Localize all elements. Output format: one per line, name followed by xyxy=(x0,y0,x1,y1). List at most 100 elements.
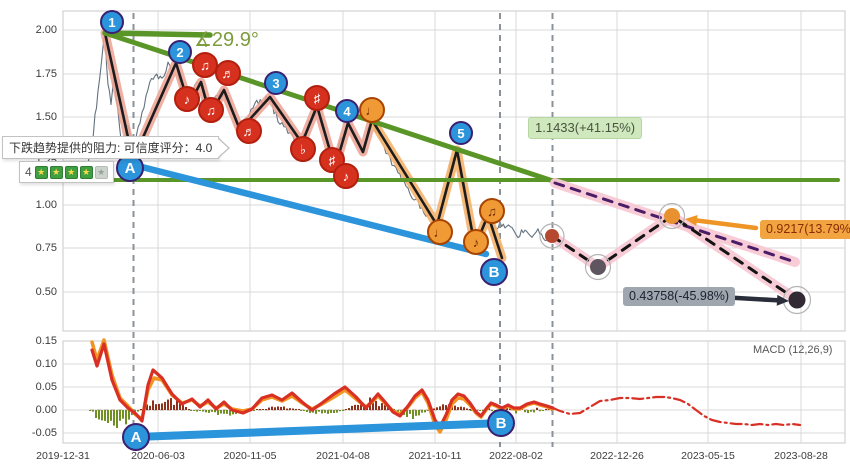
signal-note-marker-red[interactable]: ♯ xyxy=(304,85,330,111)
mid-target-label[interactable]: 0.9217(13.79%) xyxy=(760,220,850,239)
signal-note-marker-orange[interactable]: ♪ xyxy=(463,229,489,255)
forecast-dot[interactable] xyxy=(664,208,680,224)
forecast-dot[interactable] xyxy=(788,291,806,309)
macd-histogram-bar xyxy=(286,408,288,410)
macd-histogram-bar xyxy=(277,406,279,410)
macd-histogram-bar xyxy=(539,410,541,412)
macd-histogram-bar xyxy=(89,410,91,411)
macd-histogram-bar xyxy=(164,401,166,410)
wave-number-marker-4[interactable]: 4 xyxy=(335,99,359,123)
macd-histogram-bar xyxy=(146,404,148,410)
macd-histogram-bar xyxy=(116,410,118,428)
macd-histogram-bar xyxy=(533,410,535,413)
macd-histogram-bar xyxy=(113,410,115,426)
macd-histogram-bar xyxy=(193,410,195,411)
macd-histogram-bar xyxy=(479,410,481,411)
macd-histogram-bar xyxy=(98,410,100,420)
axis-tick-label: 0.10 xyxy=(35,358,57,370)
signal-note-marker-orange[interactable]: ♩ xyxy=(359,97,385,123)
macd-indicator-title[interactable]: MACD (12,26,9) xyxy=(753,344,833,356)
macd-letter-marker-a[interactable]: A xyxy=(122,423,150,451)
axis-tick-label: 0.50 xyxy=(35,286,57,298)
macd-histogram-bar xyxy=(542,410,544,412)
forecast-dot[interactable] xyxy=(545,229,559,243)
macd-histogram-bar xyxy=(378,406,380,410)
signal-note-marker-red[interactable]: ♫ xyxy=(192,52,218,78)
wave-number-marker-2[interactable]: 2 xyxy=(168,40,192,64)
macd-histogram-bar xyxy=(397,410,399,412)
macd-histogram-bar xyxy=(167,399,169,410)
star-icon: ★ xyxy=(34,165,48,179)
macd-histogram-bar xyxy=(466,408,468,410)
signal-note-marker-red[interactable]: ♫ xyxy=(198,97,224,123)
signal-note-marker-orange[interactable]: ♫ xyxy=(479,198,505,224)
blue-trendline-main[interactable] xyxy=(126,160,490,258)
signal-note-marker-orange[interactable]: ♩ xyxy=(427,219,453,245)
signal-note-marker-red[interactable]: ♬ xyxy=(236,118,262,144)
macd-histogram-bar xyxy=(381,403,383,410)
macd-forecast-line xyxy=(551,395,802,427)
forecast-black-dashed[interactable] xyxy=(550,214,799,302)
wave-letter-marker-b[interactable]: B xyxy=(480,258,508,286)
macd-histogram-bar xyxy=(415,410,417,416)
axis-tick-label: 2.00 xyxy=(35,24,57,36)
forecast-dot-ring xyxy=(539,223,565,249)
macd-histogram-bar xyxy=(214,410,216,413)
macd-histogram-bar xyxy=(271,406,273,410)
wave-number-marker-1[interactable]: 1 xyxy=(100,10,124,34)
wave-number-marker-3[interactable]: 3 xyxy=(264,71,288,95)
signal-note-marker-red[interactable]: ♪ xyxy=(333,163,359,189)
macd-histogram-bar xyxy=(436,407,438,410)
macd-histogram-bar xyxy=(536,407,538,410)
macd-histogram-bar xyxy=(433,408,435,410)
macd-histogram-bar xyxy=(232,410,234,415)
macd-histogram-bar xyxy=(289,408,291,410)
macd-histogram-bar xyxy=(298,409,300,410)
date-tick-label: 2023-05-15 xyxy=(681,450,735,462)
macd-histogram-bar xyxy=(196,410,198,412)
resistance-tooltip: 下跌趋势提供的阻力: 可信度评分：4.0 xyxy=(2,136,231,159)
macd-histogram-bar xyxy=(253,410,255,411)
date-tick-label: 2022-12-26 xyxy=(590,450,644,462)
macd-histogram-bar xyxy=(101,410,103,421)
down-target-label[interactable]: 0.43758(-45.98%) xyxy=(623,287,736,306)
macd-histogram-bar xyxy=(315,410,317,414)
forecast-dot[interactable] xyxy=(590,259,606,275)
macd-histogram-bar xyxy=(318,410,320,412)
macd-histogram-bar xyxy=(205,410,207,413)
signal-note-marker-red[interactable]: ♬ xyxy=(215,60,241,86)
macd-histogram-bar xyxy=(211,410,213,412)
macd-histogram-bar xyxy=(173,404,175,410)
macd-histogram-bar xyxy=(306,410,308,413)
macd-histogram-bar xyxy=(155,404,157,410)
signal-note-marker-red[interactable]: ♭ xyxy=(290,136,316,162)
wave-number-marker-5[interactable]: 5 xyxy=(449,121,473,145)
macd-histogram-bar xyxy=(303,410,305,411)
macd-histogram-bar xyxy=(119,410,121,421)
macd-histogram-bar xyxy=(259,409,261,410)
star-icon: ★ xyxy=(79,165,93,179)
macd-histogram-bar xyxy=(268,407,270,410)
macd-histogram-bar xyxy=(110,410,112,421)
macd-histogram-bar xyxy=(128,410,130,420)
date-tick-label: 2021-10-11 xyxy=(408,450,462,462)
macd-histogram-bar xyxy=(348,408,350,410)
macd-histogram-bar xyxy=(439,406,441,410)
macd-histogram-bar xyxy=(226,410,228,414)
date-tick-label: 2023-08-28 xyxy=(774,450,828,462)
resistance-target-label[interactable]: 1.1433(+41.15%) xyxy=(528,117,643,139)
blue-trendline-macd[interactable] xyxy=(132,419,507,441)
macd-histogram-bar xyxy=(527,410,529,414)
macd-histogram-bar xyxy=(339,410,341,412)
macd-histogram-bar xyxy=(220,410,222,414)
signal-note-marker-red[interactable]: ♪ xyxy=(174,86,200,112)
macd-histogram-bar xyxy=(256,409,258,410)
macd-histogram-bar xyxy=(208,410,210,413)
axis-tick-label: 1.00 xyxy=(35,199,57,211)
macd-letter-marker-b[interactable]: B xyxy=(487,409,515,437)
macd-histogram-bar xyxy=(360,404,362,410)
macd-histogram-bar xyxy=(107,410,109,423)
green-angle-baseline[interactable] xyxy=(102,30,213,38)
macd-histogram-bar xyxy=(457,407,459,410)
